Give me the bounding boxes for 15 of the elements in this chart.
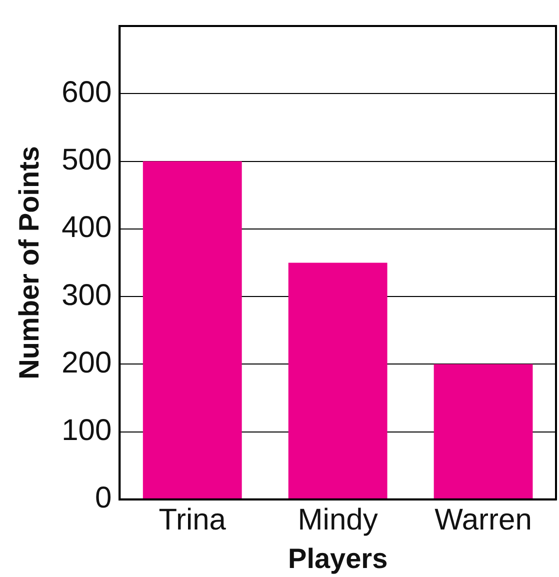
x-tick-label: Trina bbox=[158, 504, 226, 537]
x-tick-label: Warren bbox=[434, 504, 532, 537]
x-axis-title: Players bbox=[288, 542, 388, 574]
y-tick-label: 100 bbox=[62, 414, 112, 448]
bar bbox=[288, 262, 388, 499]
x-tick-label: Mindy bbox=[298, 504, 378, 537]
y-axis-title: Number of Points bbox=[14, 146, 45, 380]
bar bbox=[142, 161, 242, 499]
y-tick-label: 200 bbox=[62, 346, 112, 380]
y-tick-label: 300 bbox=[62, 278, 112, 312]
bar bbox=[434, 364, 533, 499]
y-tick-label: 0 bbox=[94, 482, 112, 515]
y-tick-label: 600 bbox=[62, 76, 112, 109]
y-tick-label: 500 bbox=[62, 144, 112, 177]
y-tick-label: 400 bbox=[62, 211, 112, 244]
